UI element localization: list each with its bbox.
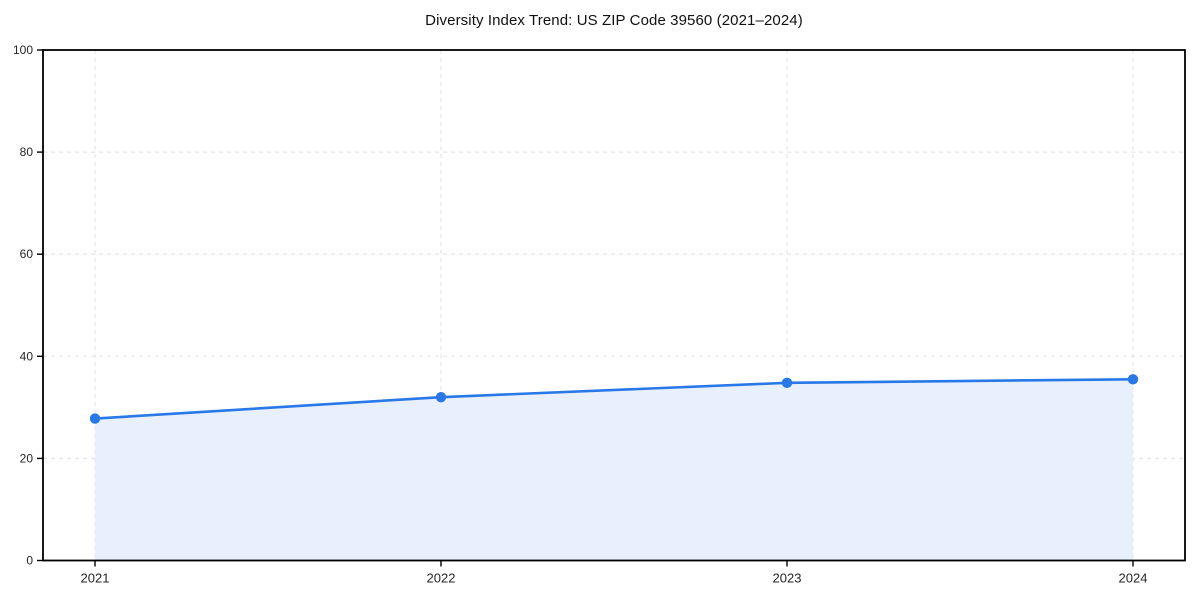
data-point (89, 413, 101, 424)
data-point (1127, 374, 1139, 385)
x-tick-label: 2022 (427, 571, 456, 586)
plot-border (42, 49, 1186, 562)
y-tick-label: 0 (26, 554, 33, 568)
area-fill (95, 379, 1133, 561)
trend-line (93, 377, 1135, 420)
x-tick-label: 2021 (81, 571, 110, 586)
chart-title: Diversity Index Trend: US ZIP Code 39560… (425, 12, 803, 29)
y-tick-label: 60 (20, 247, 34, 261)
y-tick-label: 80 (20, 145, 34, 159)
x-tick-label: 2024 (1119, 571, 1148, 586)
y-tick-label: 100 (13, 43, 33, 57)
y-tick-label: 20 (20, 451, 34, 465)
y-tick-label: 40 (20, 349, 34, 363)
data-point (781, 377, 793, 389)
x-tick-label: 2023 (773, 571, 802, 586)
data-point (435, 391, 447, 403)
